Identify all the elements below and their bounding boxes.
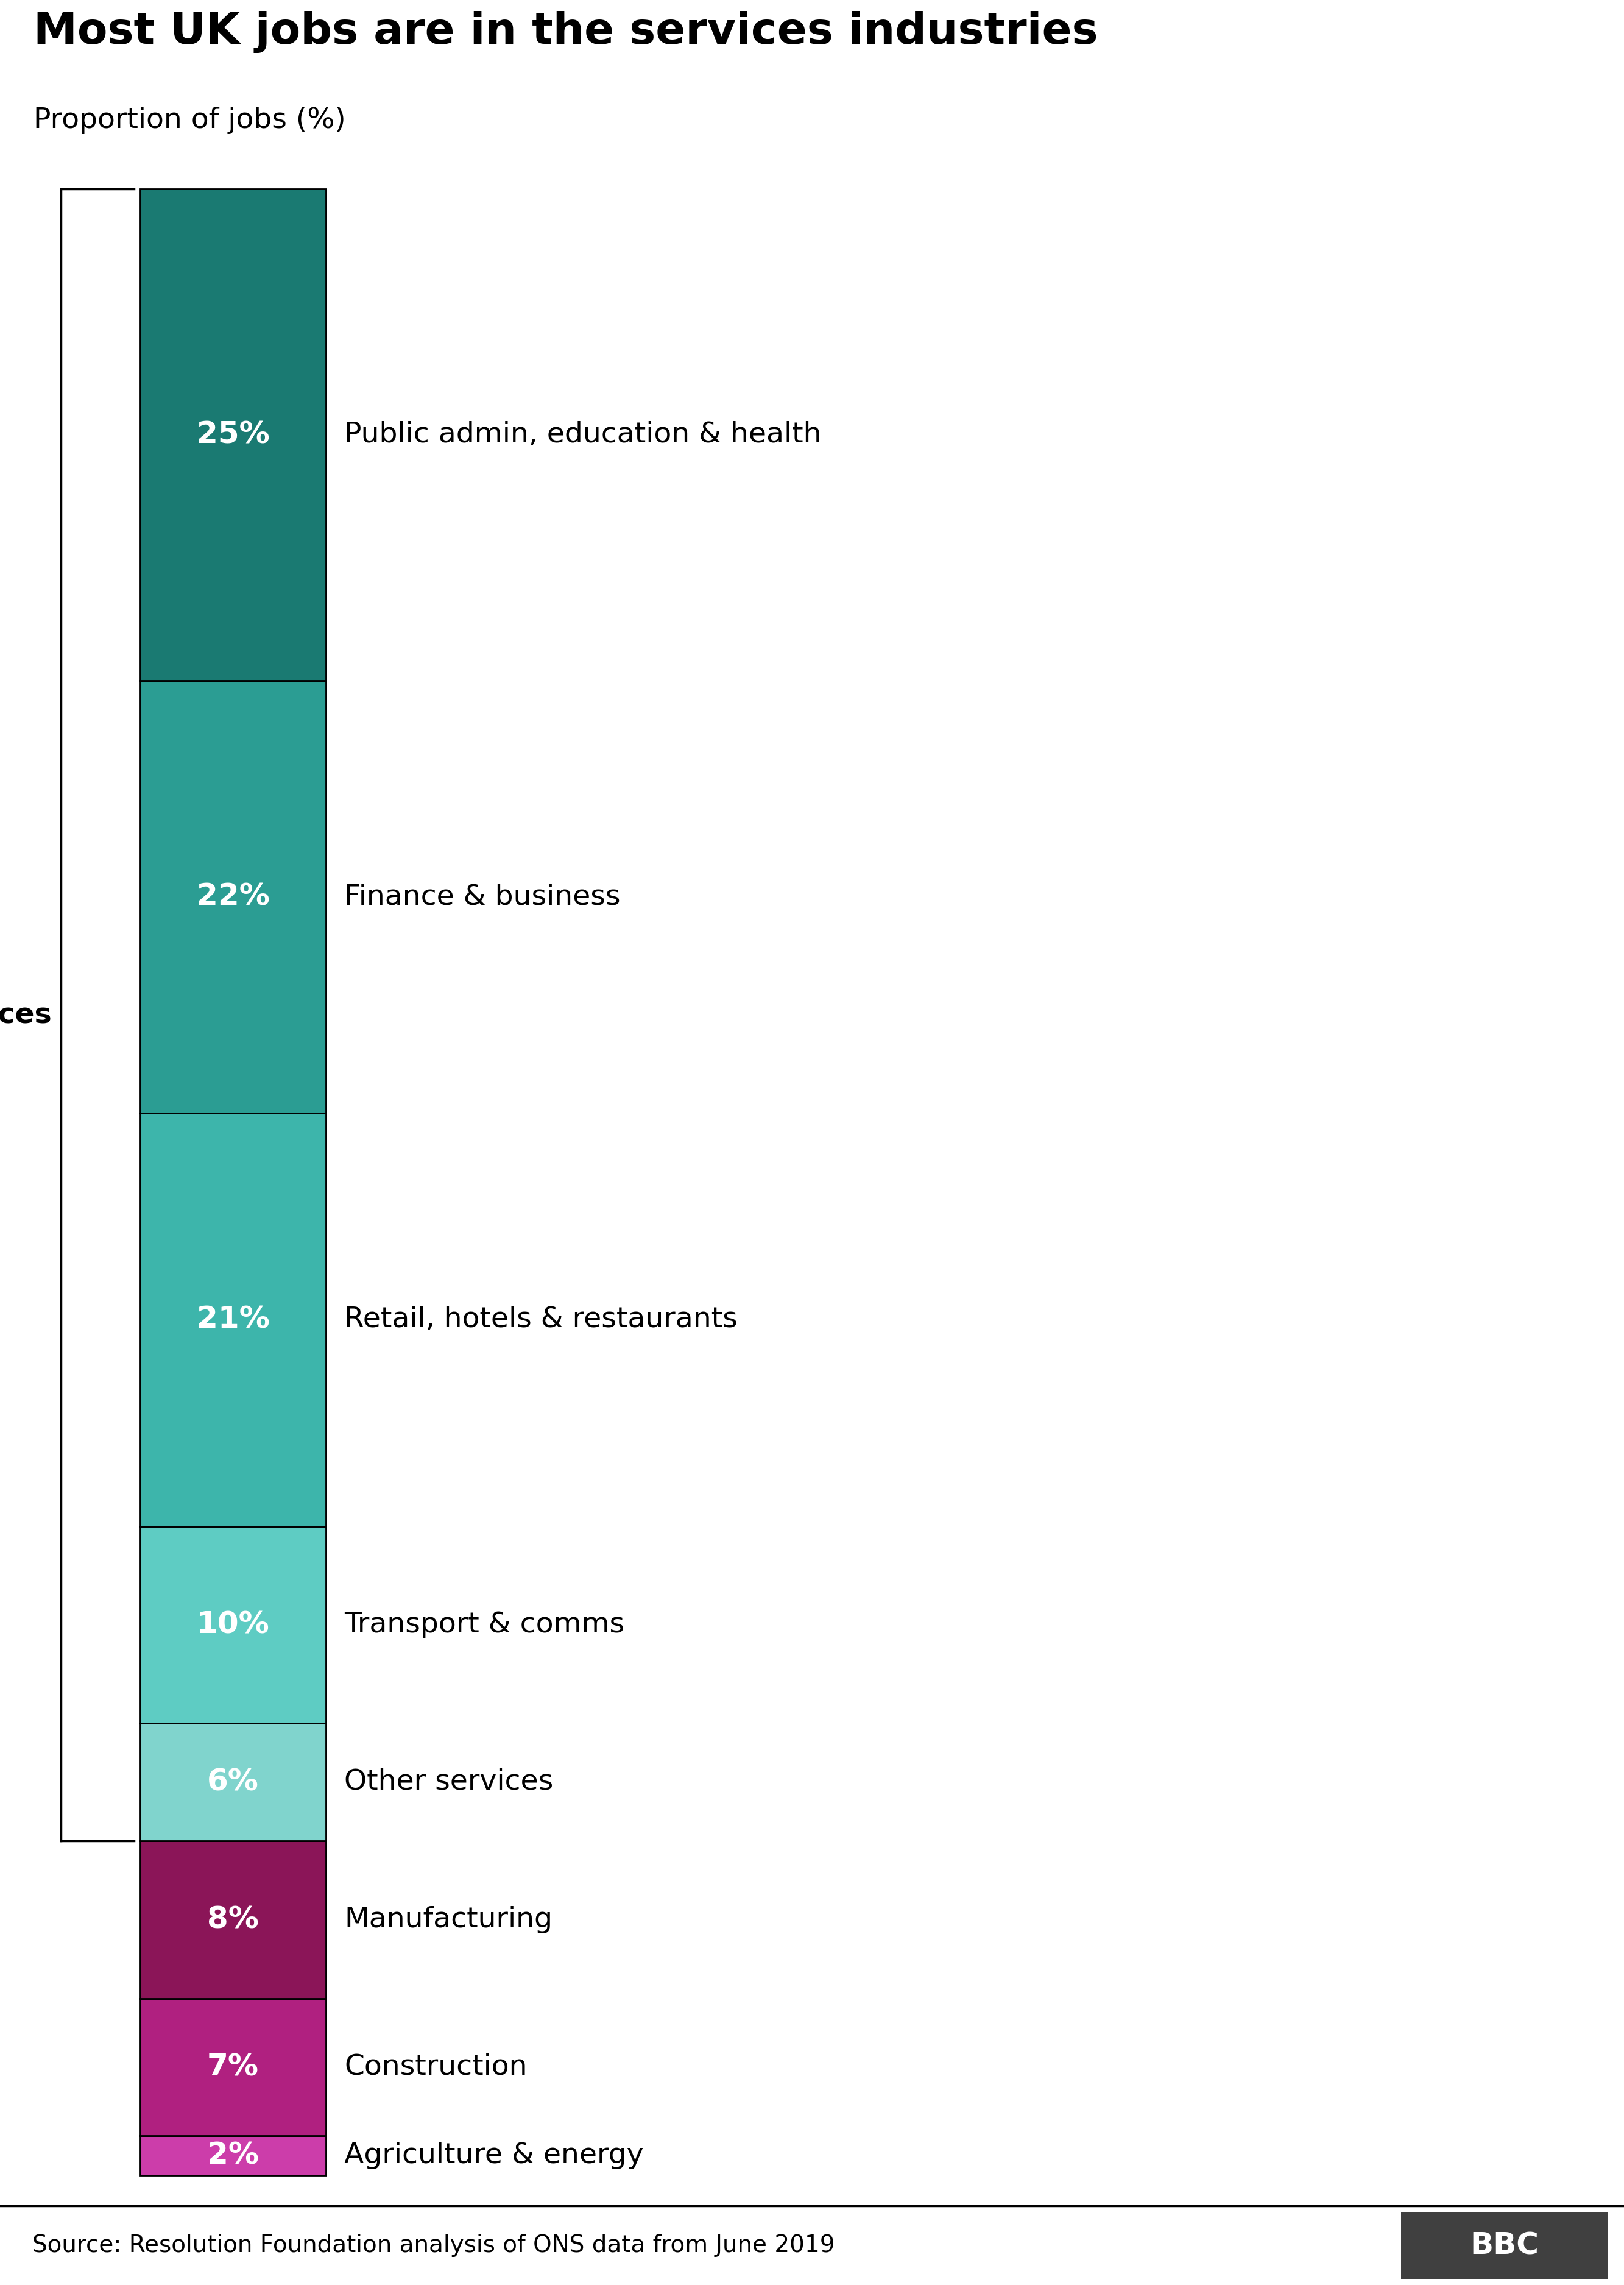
Text: Construction: Construction (344, 2054, 528, 2082)
Text: 22%: 22% (197, 882, 270, 912)
Text: Transport & comms: Transport & comms (344, 1611, 625, 1638)
Text: Proportion of jobs (%): Proportion of jobs (%) (34, 107, 346, 135)
Text: 10%: 10% (197, 1611, 270, 1638)
Text: Retail, hotels & restaurants: Retail, hotels & restaurants (344, 1307, 737, 1334)
Text: Services: Services (0, 1001, 52, 1028)
Text: Source: Resolution Foundation analysis of ONS data from June 2019: Source: Resolution Foundation analysis o… (32, 2235, 835, 2258)
Text: BBC: BBC (1470, 2230, 1540, 2260)
Text: Other services: Other services (344, 1769, 554, 1796)
Text: 25%: 25% (197, 420, 270, 450)
Text: Finance & business: Finance & business (344, 884, 620, 912)
Text: 6%: 6% (208, 1766, 258, 1796)
Bar (1402, 2212, 1608, 2278)
Text: 2%: 2% (208, 2141, 258, 2171)
Text: 21%: 21% (197, 1305, 270, 1334)
Text: 8%: 8% (208, 1906, 258, 1935)
Text: Public admin, education & health: Public admin, education & health (344, 420, 822, 448)
Text: Agriculture & energy: Agriculture & energy (344, 2141, 643, 2168)
Text: Most UK jobs are in the services industries: Most UK jobs are in the services industr… (34, 11, 1098, 53)
Text: Manufacturing: Manufacturing (344, 1906, 552, 1933)
Text: 7%: 7% (208, 2052, 258, 2082)
